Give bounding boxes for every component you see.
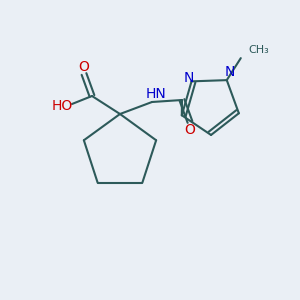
Text: CH₃: CH₃ — [249, 45, 269, 55]
Text: O: O — [79, 60, 89, 74]
Text: N: N — [183, 71, 194, 85]
Text: HN: HN — [146, 87, 167, 101]
Text: N: N — [225, 65, 235, 79]
Text: O: O — [184, 123, 195, 137]
Text: HO: HO — [51, 99, 73, 113]
